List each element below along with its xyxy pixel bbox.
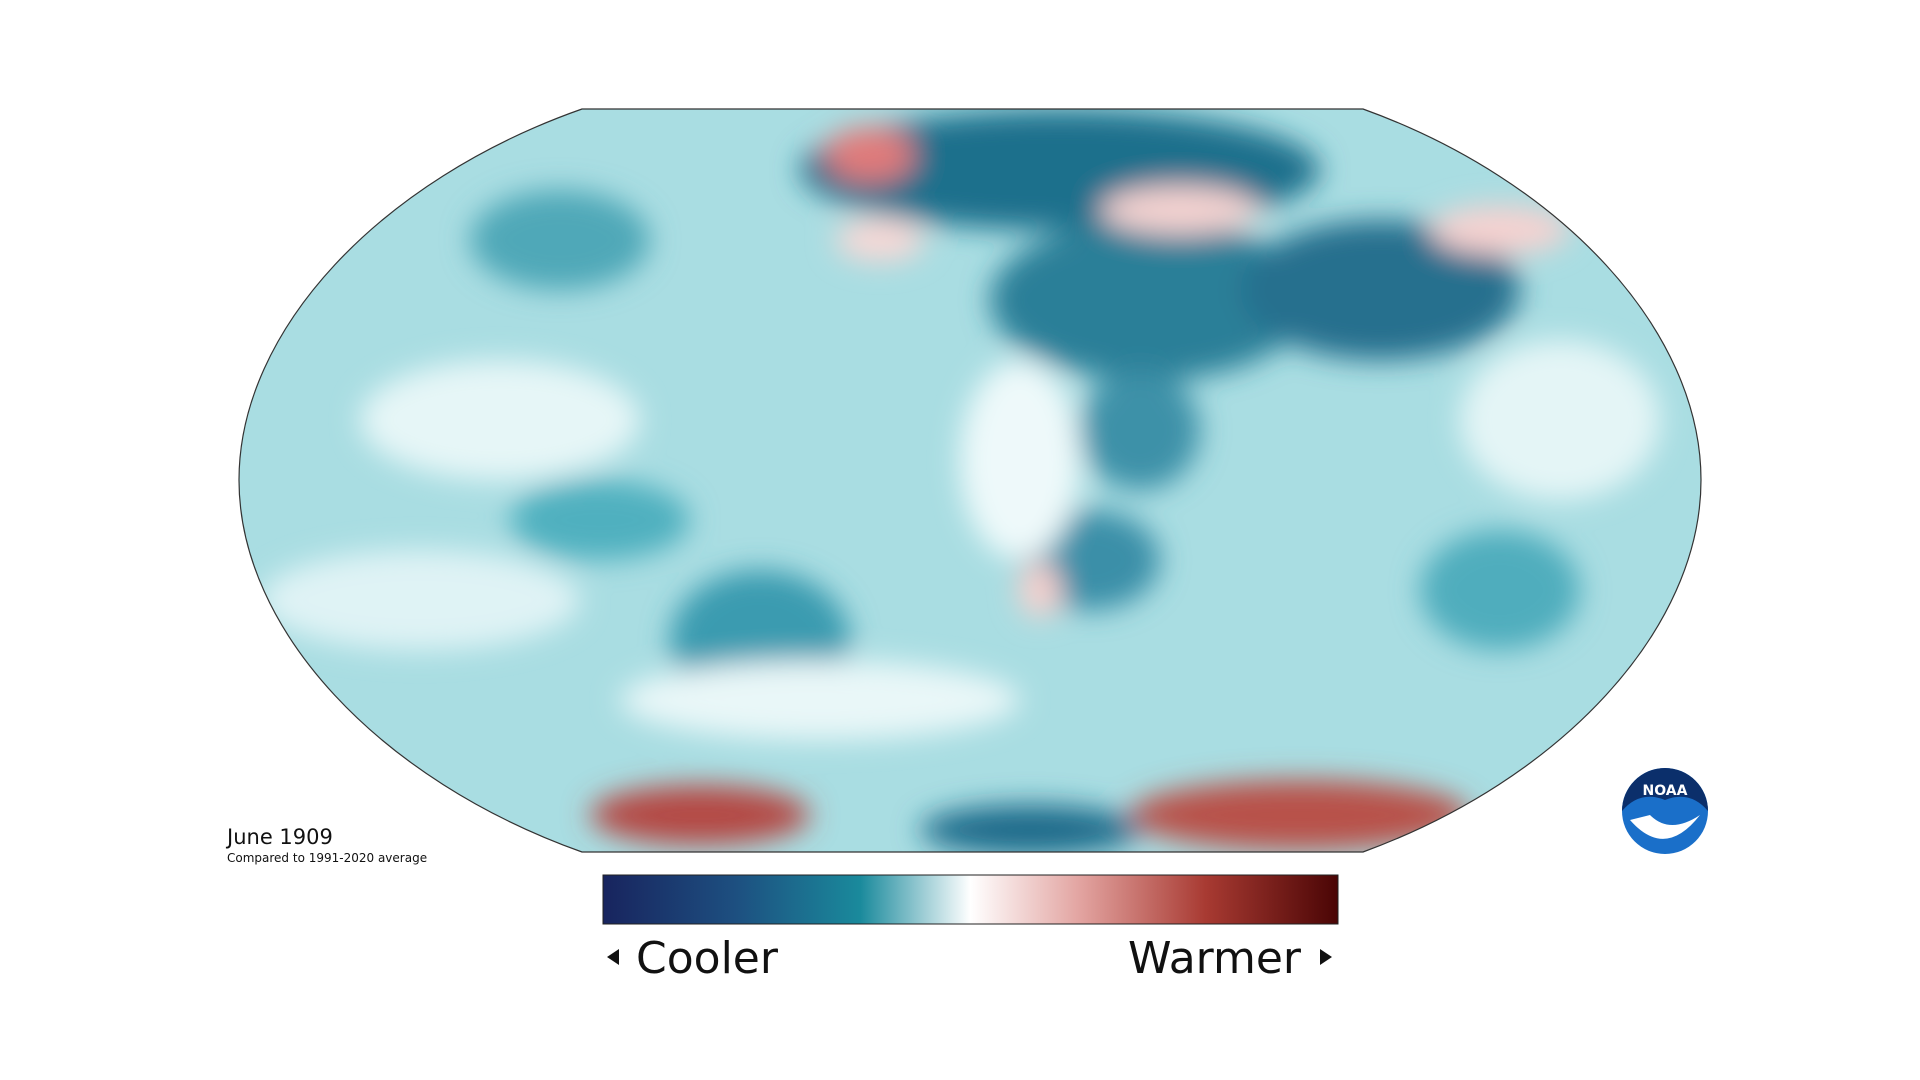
map-subtitle: Compared to 1991-2020 average <box>227 851 427 865</box>
warmer-arrow <box>1320 949 1332 965</box>
noaa-logo: NOAA <box>1622 768 1708 854</box>
legend-low-label: Cooler <box>636 933 779 984</box>
map-title: June 1909 <box>225 825 333 849</box>
color-scale <box>602 874 1339 925</box>
map-outline <box>238 108 1702 853</box>
logo-top <box>1622 768 1708 811</box>
anomaly-field <box>239 109 1701 852</box>
logo-bird <box>1630 815 1700 839</box>
cooler-arrow <box>607 949 619 965</box>
anomaly-blobs <box>260 110 1660 852</box>
legend-high-label: Warmer <box>1128 933 1302 984</box>
logo-text: NOAA <box>1643 783 1688 799</box>
